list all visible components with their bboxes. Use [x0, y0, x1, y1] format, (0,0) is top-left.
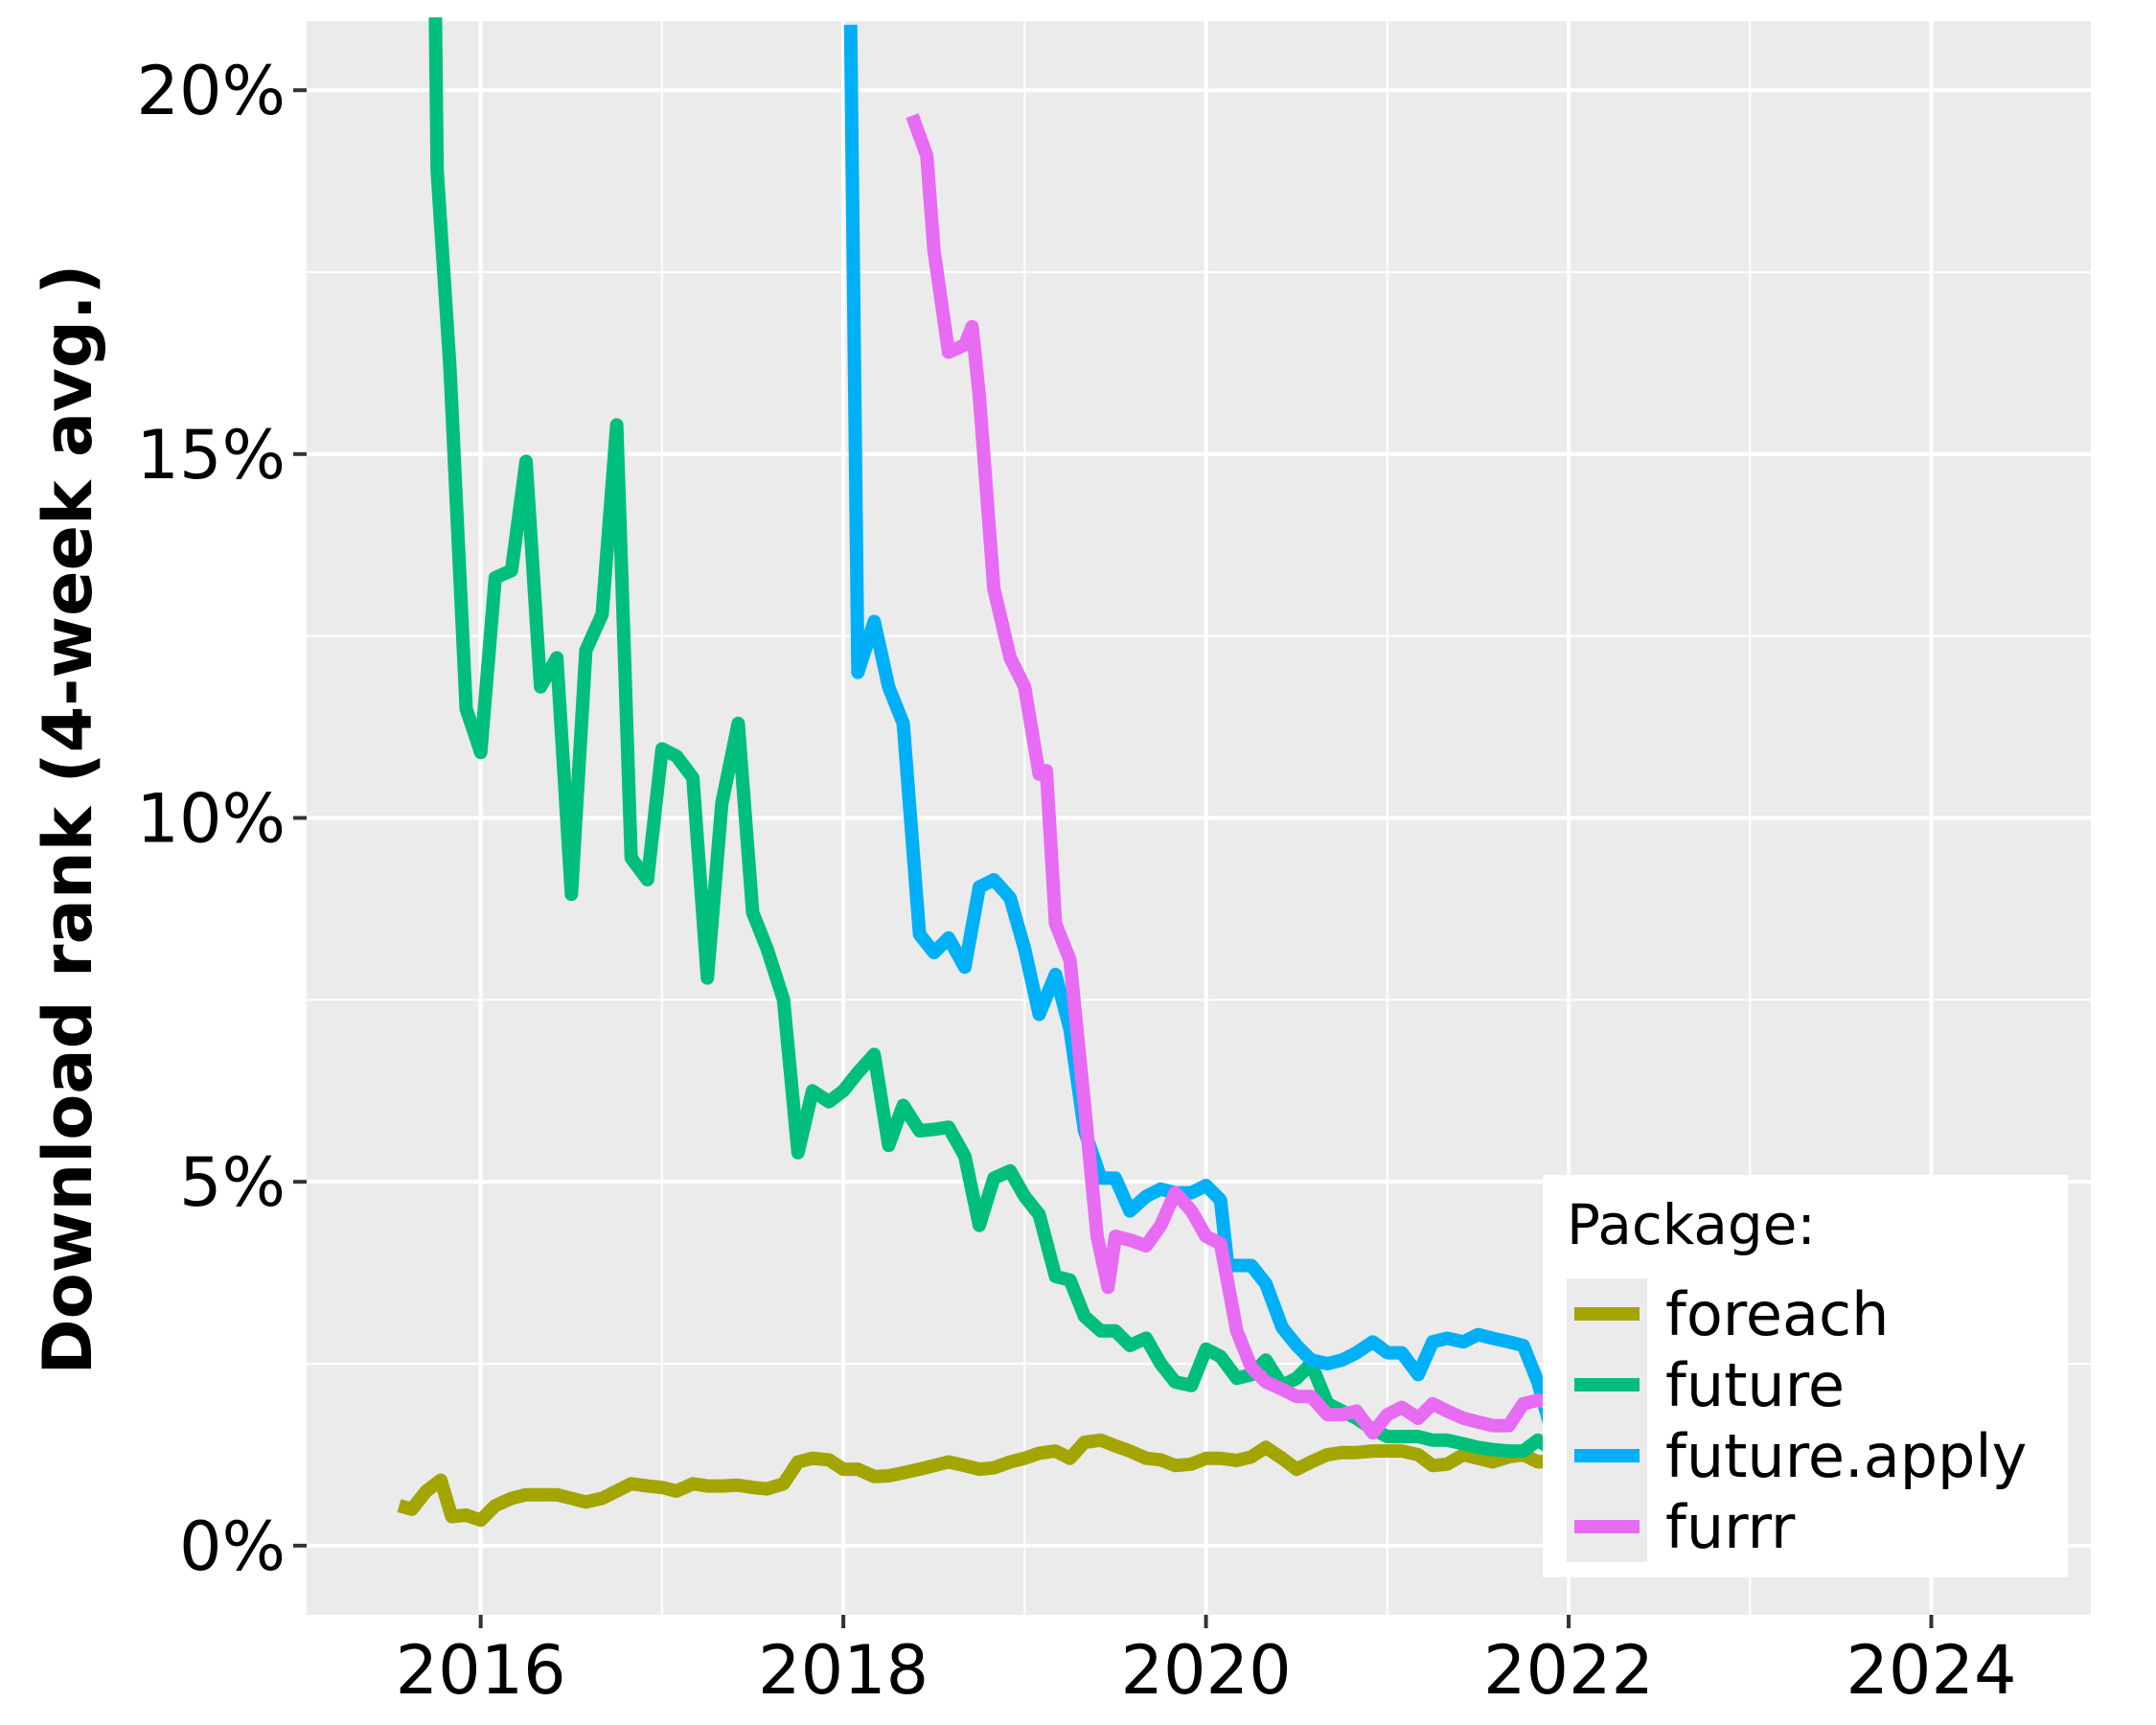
legend-label-foreach: foreach: [1665, 1279, 1889, 1349]
y-tick-label: 5%: [179, 1143, 286, 1222]
y-tick-label: 20%: [136, 52, 286, 130]
x-tick-label: 2022: [1483, 1631, 1654, 1710]
axes: 2016 2018 2020 2022 2024 0% 5% 10% 15% 20%: [136, 52, 2016, 1710]
x-tick-label: 2020: [1120, 1631, 1291, 1710]
x-tick-label: 2018: [758, 1631, 929, 1710]
x-tick-label: 2016: [396, 1631, 566, 1710]
legend-label-future: future: [1665, 1350, 1845, 1420]
y-axis-label: Download rank (4-week avg.): [29, 264, 107, 1375]
legend-label-future-apply: future.apply: [1665, 1421, 2027, 1491]
y-tick-label: 0%: [179, 1507, 286, 1586]
x-tick-label: 2024: [1846, 1631, 2016, 1710]
legend-title: Package:: [1567, 1192, 1816, 1257]
y-tick-label: 10%: [136, 780, 286, 859]
legend-label-furrr: furrr: [1665, 1492, 1796, 1562]
y-tick-label: 15%: [136, 416, 286, 494]
